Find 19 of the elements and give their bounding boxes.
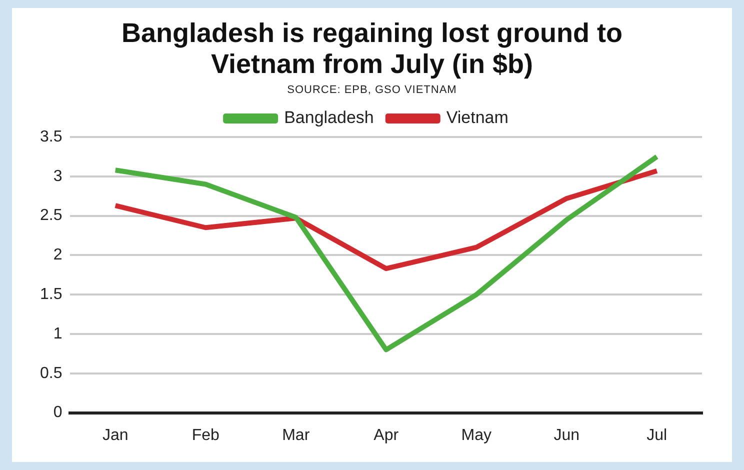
legend-label: Bangladesh <box>284 108 374 128</box>
x-tick-label: Jul <box>646 426 668 444</box>
y-tick-label: 0.5 <box>40 364 62 382</box>
x-tick-label: Feb <box>192 426 220 444</box>
y-tick-label: 3 <box>53 168 62 185</box>
y-tick-label: 2.5 <box>40 207 62 224</box>
x-tick-label: Mar <box>282 426 310 444</box>
x-tick-label: Jun <box>554 426 580 444</box>
x-tick-label: Jan <box>102 426 128 444</box>
y-tick-label: 2 <box>53 246 62 264</box>
legend-label: Vietnam <box>446 108 508 128</box>
x-tick-label: Apr <box>374 426 400 444</box>
y-tick-label: 0 <box>53 404 62 422</box>
source-note: SOURCE: EPB, GSO VIETNAM <box>286 84 458 96</box>
x-tick-label: May <box>461 426 492 444</box>
y-tick-label: 1.5 <box>40 286 62 304</box>
y-tick-label: 1 <box>53 325 62 342</box>
chart-title: Bangladesh is regaining lost ground to Vietnam from July (in $b) <box>120 18 624 80</box>
y-tick-label: 3.5 <box>40 128 62 146</box>
